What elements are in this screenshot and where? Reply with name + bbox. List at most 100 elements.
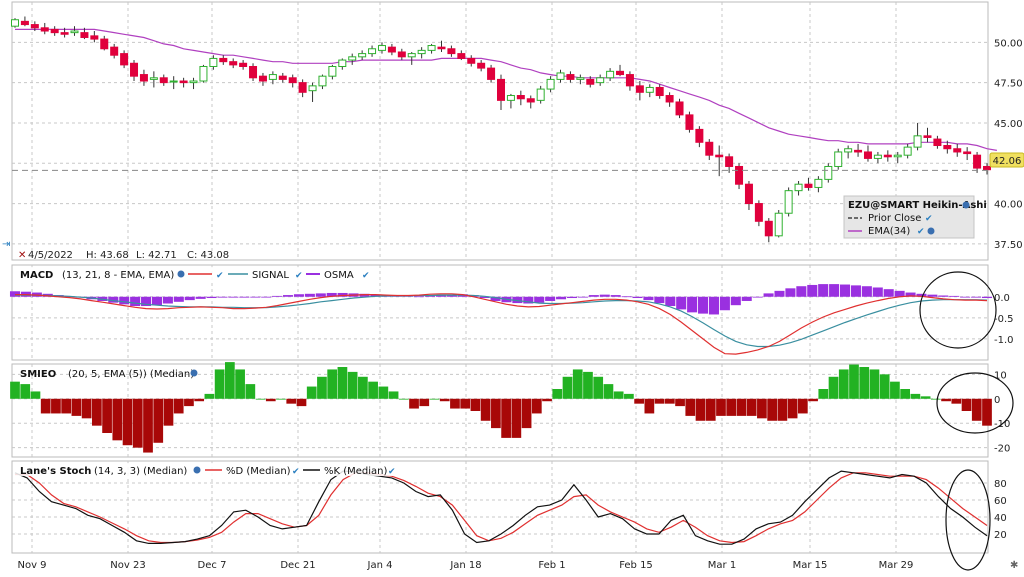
check-icon[interactable]: ✔ — [925, 214, 933, 224]
y-tick-label: 0 — [994, 395, 1000, 406]
resize-icon[interactable]: ✱ — [1010, 560, 1018, 571]
candle — [894, 155, 901, 157]
smieo-bar — [634, 399, 644, 404]
candle — [547, 79, 554, 89]
candle — [448, 49, 455, 54]
candle — [914, 136, 921, 147]
candle — [170, 81, 177, 82]
smieo-bar — [522, 399, 532, 428]
osma-bar — [174, 297, 184, 302]
smieo-bar — [747, 399, 757, 416]
smieo-bar — [389, 391, 399, 398]
candle — [220, 58, 227, 61]
candle — [984, 166, 991, 169]
candle — [934, 139, 941, 145]
smieo-bar — [399, 399, 409, 400]
smieo-bar — [614, 391, 624, 398]
candle — [517, 96, 524, 99]
info-date: 4/5/2022 — [28, 250, 73, 261]
check-icon[interactable]: ✔ — [362, 271, 370, 281]
candle — [884, 155, 891, 157]
candle — [736, 166, 743, 184]
candle — [954, 149, 961, 152]
smieo-bar — [542, 399, 552, 401]
osma-bar — [720, 297, 730, 310]
check-icon[interactable]: ✔ — [388, 467, 396, 477]
osma-bar — [556, 297, 566, 300]
candle — [904, 147, 911, 155]
candle — [51, 29, 58, 32]
smieo-bar — [716, 399, 726, 416]
candle — [398, 52, 405, 57]
smieo-bar — [726, 399, 736, 416]
osma-bar — [316, 293, 326, 296]
osma-bar — [163, 297, 173, 304]
osma-bar — [676, 297, 686, 310]
smieo-bar — [665, 399, 675, 404]
smieo-bar — [225, 362, 235, 399]
check-icon[interactable]: ✔ — [216, 271, 224, 281]
smieo-bar — [563, 377, 573, 399]
smieo-bar — [460, 399, 470, 409]
candle — [666, 96, 673, 102]
smieo-bar — [82, 399, 92, 419]
smieo-bar — [951, 399, 961, 404]
globe-icon[interactable] — [928, 228, 935, 235]
candle — [180, 81, 187, 83]
osma-bar — [709, 297, 719, 315]
smieo-bar — [276, 399, 286, 400]
check-icon[interactable]: ✔ — [295, 271, 303, 281]
candle — [378, 46, 385, 51]
osma-bar — [742, 297, 752, 301]
globe-icon[interactable] — [194, 467, 201, 474]
candle — [815, 179, 822, 187]
smieo-bar — [870, 369, 880, 398]
osma-bar — [698, 297, 708, 314]
smieo-bar — [900, 389, 910, 399]
osma-bar — [632, 297, 642, 298]
candle — [329, 67, 336, 77]
candle — [438, 47, 445, 49]
smieo-bar — [471, 399, 481, 411]
check-icon[interactable]: ✔ — [292, 467, 300, 477]
candle — [646, 87, 653, 92]
candle — [81, 33, 88, 38]
osma-bar — [796, 286, 806, 297]
smieo-bar — [788, 399, 798, 419]
legend-prior-close: Prior Close — [868, 213, 921, 224]
smieo-bar — [982, 399, 992, 426]
osma-bar — [764, 293, 774, 296]
y-tick-label: 20 — [994, 530, 1007, 541]
globe-icon[interactable] — [963, 202, 970, 209]
close-icon[interactable]: ✕ — [18, 250, 26, 261]
globe-icon[interactable] — [191, 370, 198, 377]
y-tick-label: 37.50 — [994, 240, 1023, 251]
split-arrow-icon[interactable]: ⇥ — [2, 239, 10, 250]
candle — [607, 71, 614, 77]
candle — [190, 81, 197, 83]
smieo-bar — [215, 369, 225, 398]
osma-bar — [971, 297, 981, 298]
globe-icon[interactable] — [178, 271, 185, 278]
smieo-bar — [798, 399, 808, 414]
candle — [498, 79, 505, 100]
smieo-bar — [205, 394, 215, 399]
candle — [468, 58, 475, 63]
smieo-bar — [348, 372, 358, 399]
candle — [299, 83, 306, 93]
smieo-bar — [92, 399, 102, 426]
candle — [160, 78, 167, 83]
smieo-bar — [552, 389, 562, 399]
candle — [250, 67, 257, 78]
legend-d: %D (Median) — [226, 466, 291, 477]
smieo-bar — [317, 377, 327, 399]
check-icon[interactable]: ✔ — [917, 227, 925, 237]
y-tick-label: 50.00 — [994, 38, 1023, 49]
smieo-header: SMIEO (20, 5, EMA (5)) (Median) — [20, 369, 198, 380]
smieo-bar — [573, 369, 583, 398]
osma-bar — [818, 284, 828, 297]
smieo-bar — [409, 399, 419, 409]
candle — [230, 62, 237, 65]
osma-bar — [884, 289, 894, 297]
